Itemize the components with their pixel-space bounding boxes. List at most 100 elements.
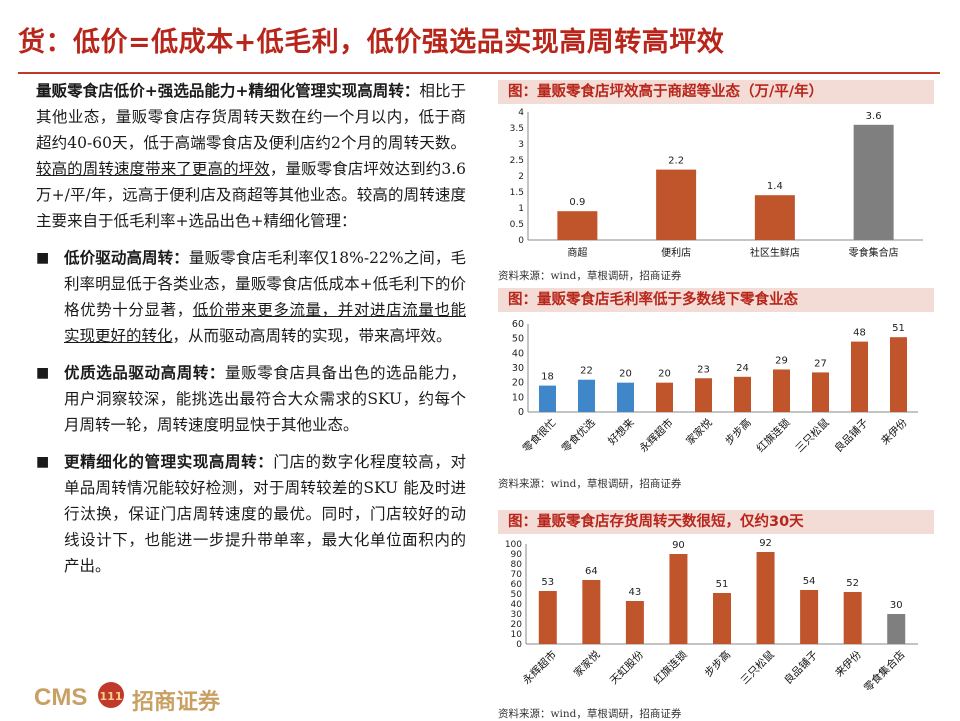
page-title: 货：低价=低成本+低毛利，低价强选品实现高周转高坪效 — [18, 27, 725, 58]
data-label: 30 — [890, 600, 903, 611]
bullet-text-b: ，从而驱动高周转的实现，带来高坪效。 — [172, 327, 452, 345]
bullet-square-icon: ■ — [36, 454, 50, 470]
y-tick-label: 30 — [512, 363, 524, 374]
y-tick-label: 0 — [516, 640, 522, 650]
x-tick-label: 三只松鼠 — [793, 416, 832, 455]
bullet-square-icon: ■ — [36, 365, 50, 381]
x-tick-label: 良品铺子 — [832, 416, 871, 455]
bar — [812, 372, 829, 412]
x-tick-label: 红旗连锁 — [754, 416, 793, 455]
x-tick-label: 家家悦 — [571, 648, 603, 680]
data-label: 53 — [541, 577, 554, 588]
data-label: 51 — [716, 579, 729, 590]
x-tick-label: 永辉超市 — [520, 648, 559, 687]
x-tick-label: 商超 — [567, 246, 587, 259]
data-label: 43 — [629, 587, 642, 598]
data-label: 1.4 — [767, 181, 783, 192]
bullet-selection: ■ 优质选品驱动高周转：量贩零食店具备出色的选品能力，用户洞察较深，能挑选出最符… — [36, 360, 466, 438]
x-tick-label: 好想来 — [605, 416, 637, 448]
bar — [734, 376, 751, 412]
bar — [890, 337, 907, 412]
y-tick-label: 10 — [512, 392, 524, 403]
bar — [851, 341, 868, 412]
bullet-text-a: 量贩零食店具备出色的选品能力，用户洞察较深，能挑选出最符合大众需求的SKU，约每… — [64, 364, 466, 434]
bullet-underline: 低价带来更多流量，并对进店流量也能实现更好的转化 — [64, 301, 466, 345]
x-tick-label: 永辉超市 — [637, 416, 676, 455]
intro-underline: 较高的周转速度带来了更高的坪效 — [36, 160, 270, 178]
bar — [756, 552, 775, 644]
y-tick-label: 30 — [511, 610, 523, 620]
bullet-management: ■ 更精细化的管理实现高周转：门店的数字化程度较高，对单品周转情况能较好检测，对… — [36, 449, 466, 579]
x-tick-label: 零食集合店 — [849, 246, 899, 259]
y-tick-label: 40 — [512, 348, 524, 359]
chart-title: 图：量贩零食店坪效高于商超等业态（万/平/年） — [498, 80, 934, 104]
chart-inventory-turnover-plot: 010203040506070809010053永辉超市64家家悦43天虹股份9… — [505, 538, 918, 694]
data-label: 64 — [585, 566, 598, 577]
y-tick-label: 80 — [511, 560, 523, 570]
y-tick-label: 40 — [511, 600, 523, 610]
y-tick-label: 60 — [511, 580, 523, 590]
bar — [656, 382, 673, 412]
intro-heading: 量贩零食店低价+强选品能力+精细化管理实现高周转： — [36, 82, 420, 100]
y-tick-label: 3 — [518, 140, 524, 150]
y-tick-label: 50 — [511, 590, 523, 600]
chart-gross-margin-plot: 0 10 20 30 40 50 60 18 零食很忙 22 零食优选 20 好想来 20 永辉超市 23 家家… — [512, 319, 918, 455]
bullet-square-icon: ■ — [36, 250, 50, 266]
y-tick-label: 3.5 — [510, 124, 524, 134]
bar — [578, 379, 595, 412]
bar — [695, 378, 712, 412]
logo-mark-text: 111 — [100, 690, 123, 703]
chart-title: 图：量贩零食店毛利率低于多数线下零食业态 — [498, 288, 934, 312]
x-tick-label: 零食优选 — [559, 416, 598, 455]
chart-floor-efficiency-plot: 0 0.5 1 1.5 2 2.5 3 3.5 4 0.9 商超 2.2 便利店 1.4 社区生鲜店 3.6 零… — [510, 108, 923, 259]
bar — [887, 614, 906, 644]
y-tick-label: 90 — [511, 550, 523, 560]
y-tick-label: 20 — [511, 620, 523, 630]
chart-title: 图：量贩零食店存货周转天数很短，仅约30天 — [498, 510, 934, 534]
bar — [656, 169, 697, 240]
y-tick-label: 20 — [512, 378, 524, 389]
bullet-low-price: ■ 低价驱动高周转：量贩零食店毛利率仅18%-22%之间，毛利率明显低于各类业态… — [36, 245, 466, 349]
x-tick-label: 三只松鼠 — [738, 648, 777, 687]
bar — [853, 124, 894, 240]
y-tick-label: 60 — [512, 319, 524, 330]
y-tick-label: 2 — [518, 172, 524, 182]
data-label: 20 — [619, 369, 632, 380]
bullet-text-a: 门店的数字化程度较高，对单品周转情况能较好检测，对于周转较差的SKU 能及时进行… — [64, 453, 466, 575]
data-label: 3.6 — [866, 111, 882, 122]
bar — [843, 592, 862, 644]
data-label: 0.9 — [569, 197, 585, 208]
data-label: 51 — [892, 323, 905, 334]
body-text: 量贩零食店低价+强选品能力+精细化管理实现高周转：相比于其他业态，量贩零食店存货… — [36, 78, 466, 590]
logo-cn-text: 招商证券 — [132, 690, 221, 715]
bar — [625, 601, 644, 644]
y-tick-label: 1 — [518, 204, 524, 214]
bar — [713, 593, 731, 644]
x-tick-label: 步步高 — [702, 648, 733, 679]
y-tick-label: 10 — [511, 630, 523, 640]
bar — [800, 590, 819, 644]
data-label: 92 — [759, 538, 772, 549]
data-label: 90 — [672, 540, 685, 551]
x-tick-label: 天虹股份 — [608, 648, 647, 687]
logo-text: CMS — [34, 684, 88, 711]
chart-source: 资料来源：wind，草根调研，招商证券 — [498, 708, 682, 720]
y-tick-label: 100 — [505, 540, 522, 550]
y-tick-label: 0.5 — [510, 220, 524, 230]
bar — [617, 382, 634, 412]
x-tick-label: 零食很忙 — [520, 416, 559, 455]
data-label: 18 — [541, 372, 554, 383]
title-divider — [18, 72, 940, 74]
chart-source: 资料来源：wind，草根调研，招商证券 — [498, 270, 682, 282]
x-tick-label: 良品铺子 — [781, 648, 820, 687]
data-label: 22 — [580, 366, 593, 377]
chart-inventory-turnover: 图：量贩零食店存货周转天数很短，仅约30天 0 10 20 30 40 50 60 70 80 9… — [498, 510, 934, 721]
x-tick-label: 家家悦 — [683, 416, 715, 448]
bar — [582, 580, 601, 644]
intro-text-a: 相比于其他业态，量贩零食店存货周转天数在约一个月以内，低于商超约40-60天，低… — [36, 82, 466, 152]
data-label: 23 — [697, 364, 710, 375]
bullet-heading: 优质选品驱动高周转： — [64, 364, 226, 382]
intro-text-b: ，量贩零食店坪效达到约3.6万+/平/年，远高于便利店及商超等其他业态。较高的周… — [36, 160, 466, 230]
y-tick-label: 2.5 — [510, 156, 524, 166]
data-label: 54 — [803, 576, 816, 587]
